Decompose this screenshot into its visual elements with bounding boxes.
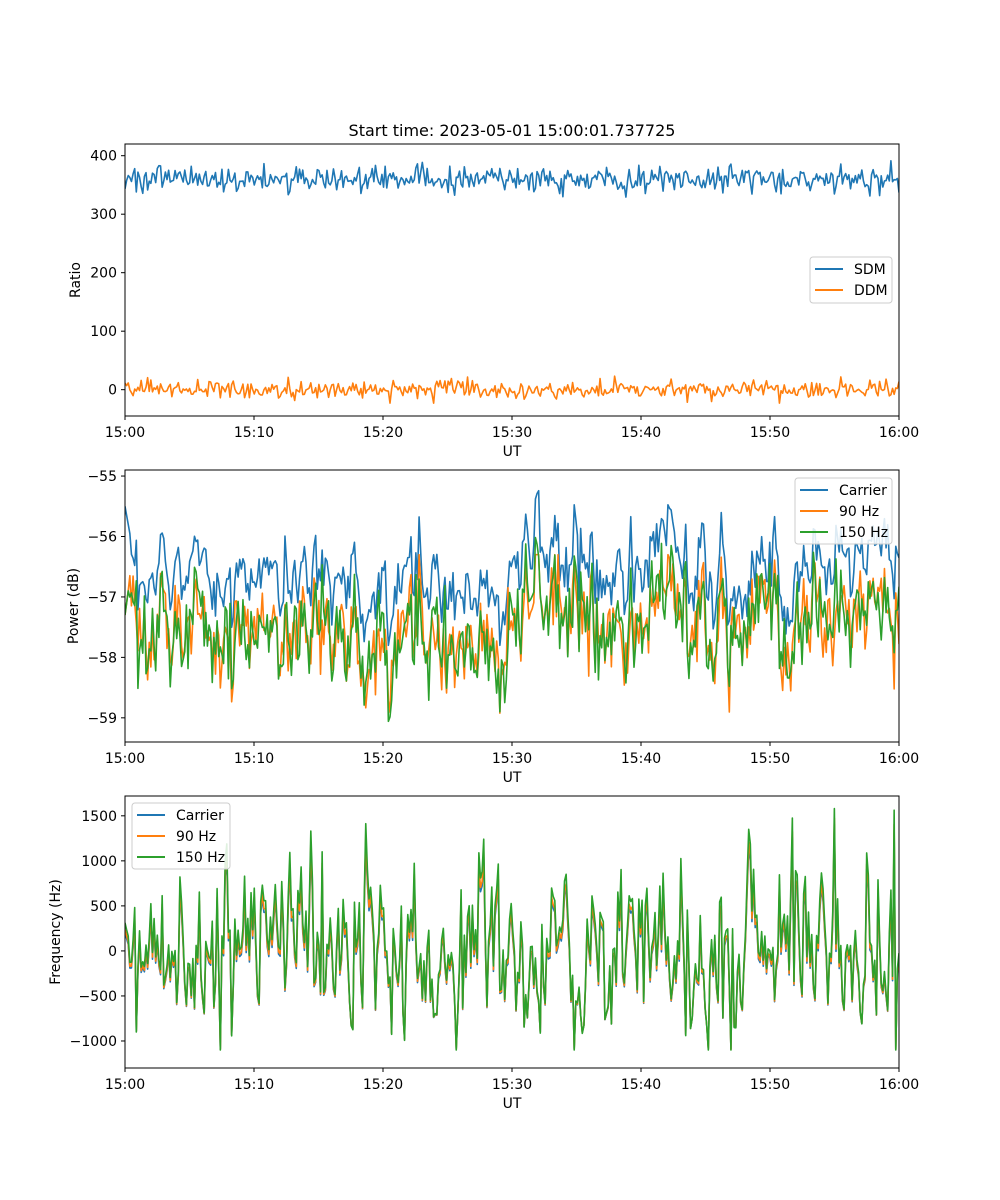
power-panel-xlabel: UT <box>503 770 522 786</box>
series-line-carrier <box>125 489 899 647</box>
ratio-panel-xlabel: UT <box>503 444 522 460</box>
x-tick-label: 15:00 <box>105 425 145 441</box>
y-tick-label: −59 <box>87 711 117 727</box>
frequency-panel-ylabel: Frequency (Hz) <box>48 879 64 985</box>
y-tick-label: 500 <box>90 899 117 915</box>
series-line-ddm <box>125 375 899 404</box>
x-tick-label: 16:00 <box>879 1077 919 1093</box>
x-tick-label: 15:30 <box>492 751 532 767</box>
frequency-panel-xlabel: UT <box>503 1096 522 1112</box>
legend: Carrier 90 Hz 150 Hz <box>794 477 893 545</box>
x-tick-label: 15:50 <box>750 425 790 441</box>
y-tick-label: −58 <box>87 650 117 666</box>
y-tick-label: 200 <box>90 266 117 282</box>
power-panel: Power (dB) UT 15:00 15:10 15:20 15:30 15:40 1… <box>66 469 919 786</box>
y-tick-label: 0 <box>108 383 117 399</box>
y-tick-label: 100 <box>90 324 117 340</box>
y-tick-label: 400 <box>90 149 117 165</box>
x-tick-label: 15:20 <box>363 1077 403 1093</box>
x-tick-label: 15:30 <box>492 425 532 441</box>
legend-label: 90 Hz <box>839 504 879 520</box>
x-tick-label: 16:00 <box>879 751 919 767</box>
x-tick-label: 15:20 <box>363 751 403 767</box>
power-panel-ylabel: Power (dB) <box>66 568 82 644</box>
series-line-sdm <box>125 159 899 198</box>
x-tick-label: 15:40 <box>621 1077 661 1093</box>
legend-box <box>131 802 231 870</box>
legend: Carrier 90 Hz 150 Hz <box>131 802 231 870</box>
axes-frame <box>124 143 900 417</box>
figure-title: Start time: 2023-05-01 15:00:01.737725 <box>349 121 676 140</box>
x-tick-label: 15:40 <box>621 751 661 767</box>
legend-label: Carrier <box>839 483 887 499</box>
y-tick-label: 1000 <box>81 854 117 870</box>
x-tick-label: 15:10 <box>234 751 274 767</box>
legend-box <box>794 477 893 545</box>
x-tick-label: 15:10 <box>234 425 274 441</box>
x-tick-label: 15:50 <box>750 1077 790 1093</box>
frequency-panel: Frequency (Hz) UT 15:00 15:10 15:20 15:30 15… <box>48 795 919 1112</box>
y-tick-label: −55 <box>87 469 117 485</box>
x-tick-label: 15:30 <box>492 1077 532 1093</box>
y-tick-label: 0 <box>108 944 117 960</box>
y-tick-label: 1500 <box>81 809 117 825</box>
series-line-150-hz <box>125 807 899 1051</box>
series-line-90-hz <box>125 817 899 1051</box>
y-tick-label: −56 <box>87 529 117 545</box>
x-tick-label: 16:00 <box>879 425 919 441</box>
legend-label: 150 Hz <box>176 850 225 866</box>
legend-label: DDM <box>854 283 888 299</box>
x-tick-label: 15:00 <box>105 751 145 767</box>
legend-label: SDM <box>854 262 886 278</box>
y-tick-label: −1000 <box>70 1034 117 1050</box>
ratio-panel-ylabel: Ratio <box>68 262 84 298</box>
y-tick-label: −57 <box>87 590 117 606</box>
series-line-150-hz <box>125 536 899 723</box>
legend-label: 90 Hz <box>176 829 216 845</box>
x-tick-label: 15:00 <box>105 1077 145 1093</box>
y-tick-label: −500 <box>79 989 117 1005</box>
legend-label: Carrier <box>176 808 224 824</box>
x-tick-label: 15:10 <box>234 1077 274 1093</box>
x-tick-label: 15:50 <box>750 751 790 767</box>
ratio-panel: Ratio UT 15:00 15:10 15:20 15:30 15:40 15:50 1… <box>68 143 919 460</box>
legend: SDM DDM <box>809 256 893 304</box>
x-tick-label: 15:20 <box>363 425 403 441</box>
legend-label: 150 Hz <box>839 525 888 541</box>
y-tick-label: 300 <box>90 207 117 223</box>
x-tick-label: 15:40 <box>621 425 661 441</box>
